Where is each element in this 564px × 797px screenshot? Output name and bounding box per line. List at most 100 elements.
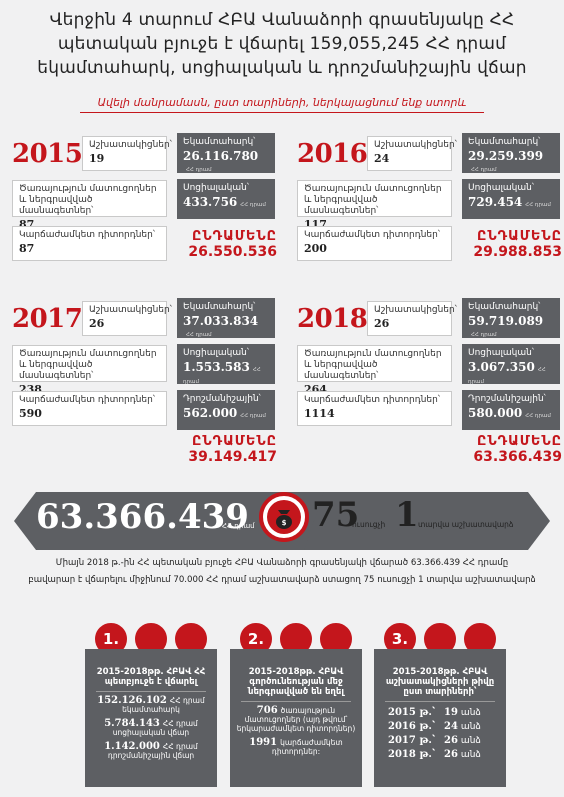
services-label: Ծառայություն մատուցողներ և ներգրավված մա… [304, 184, 442, 216]
employees-box: Աշխատակիցներ՝ 24 [367, 136, 457, 171]
card-row: 5.784.143 ՀՀ դրամ սոցիալական վճար [85, 719, 217, 738]
total-value: 29.988.853 [473, 244, 562, 260]
card-row-unit: անձ [460, 708, 481, 718]
banner-count-label: ուսուցչի [352, 520, 386, 529]
unit-label: ՀՀ դրամ [240, 413, 266, 419]
lawyers-label: Կարճաժամկետ դիտորդներ՝ [304, 230, 440, 240]
unit-label: ՀՀ դրամ [186, 167, 212, 173]
lawyers-box: Կարճաժամկետ դիտորդներ՝ 87 [12, 226, 167, 261]
employees-value: 26 [374, 317, 390, 330]
unit-label: ՀՀ դրամ [471, 167, 497, 173]
card-row-text: ՀՀ դրամ սոցիալական վճար [112, 719, 198, 737]
card-row-value: 19 [444, 707, 458, 718]
employees-label: Աշխատակիցներ՝ [374, 140, 457, 150]
card-row-value: 1.142.000 [104, 741, 160, 752]
stamp-value: 562.000 [183, 406, 238, 420]
total-value: 39.149.417 [188, 449, 277, 465]
subtitle-underline [80, 112, 484, 113]
social-label: Սոցիալական՝ [183, 348, 249, 358]
stamp-box: Դրոշմանիշային՝ 562.000 ՀՀ դրամ [177, 390, 275, 430]
social-label: Սոցիալական՝ [468, 348, 534, 358]
card-row-unit: անձ [460, 736, 481, 746]
card-row-value: 24 [444, 721, 458, 732]
services-label: Ծառայություն մատուցողներ և ներգրավված մա… [19, 349, 157, 381]
social-label: Սոցիալական՝ [468, 183, 534, 193]
card-row-year: 2018 թ.՝ [388, 749, 436, 760]
card-year-row: 2016 թ.՝ 24 անձ [374, 720, 506, 734]
svg-text:$: $ [282, 519, 287, 527]
social-box: Սոցիալական՝ 433.756 ՀՀ դրամ [177, 179, 275, 219]
lawyers-value: 1114 [304, 407, 335, 420]
card-row-unit: անձ [460, 722, 481, 732]
note-text: Միայն 2018 թ.-ին ՀՀ պետական բյուջե ՀԲԱ Վ… [20, 555, 544, 589]
card-row-text: կարճաժամկետ դիտորդներ: [271, 738, 343, 756]
unit-label: ՀՀ դրամ [471, 332, 497, 338]
services-value: 87 [19, 218, 35, 231]
income-tax-label: Եկամտահարկ՝ [468, 137, 541, 147]
employees-value: 19 [89, 152, 105, 165]
unit-label: ՀՀ դրամ [240, 202, 266, 208]
total-box: ԸՆԴԱՄԵՆԸ 39.149.417 [157, 434, 277, 465]
card-row-text: ծառայություն մատուցողներ (այդ թվում՝ երկ… [236, 706, 356, 733]
income-tax-box: Եկամտահարկ՝ 26.116.780 ՀՀ դրամ [177, 133, 275, 173]
title-line: պետական բյուջե է վճարել 159,055,245 ՀՀ դ… [57, 34, 507, 54]
summary-card: 2015-2018թթ. ՀԲԱՎ ՀՀ պետբյուջե է վճարել 1… [85, 649, 217, 787]
card-row: 706 ծառայություն մատուցողներ (այդ թվում՝ … [230, 705, 362, 734]
card-row: 1991 կարճաժամկետ դիտորդներ: [230, 737, 362, 757]
unit-label: ՀՀ դրամ [525, 202, 551, 208]
employees-box: Աշխատակիցներ՝ 19 [82, 136, 172, 171]
total-label: ԸՆԴԱՄԵՆԸ [476, 229, 562, 244]
lawyers-label: Կարճաժամկետ դիտորդներ՝ [19, 395, 155, 405]
social-label: Սոցիալական՝ [183, 183, 249, 193]
services-box: Ծառայություն մատուցողներ և ներգրավված մա… [12, 180, 167, 230]
employees-label: Աշխատակիցներ՝ [374, 305, 457, 315]
income-tax-value: 26.116.780 [183, 149, 259, 163]
banner-unit: ՀՀ դրամ [222, 522, 255, 530]
card-row: 152.126.102 ՀՀ դրամ եկամտահարկ [85, 696, 217, 715]
card-year-row: 2015 թ.՝ 19 անձ [374, 706, 506, 720]
lawyers-label: Կարճաժամկետ դիտորդներ՝ [304, 395, 440, 405]
card-heading: 2015-2018թթ. ՀԲԱՎ ՀՀ պետբյուջե է վճարել [96, 667, 206, 687]
employees-label: Աշխատակիցներ՝ [89, 305, 172, 315]
social-value: 1.553.583 [183, 360, 250, 374]
income-tax-box: Եկամտահարկ՝ 59.719.089 ՀՀ դրամ [462, 298, 560, 338]
income-tax-label: Եկամտահարկ՝ [183, 302, 256, 312]
social-box: Սոցիալական՝ 1.553.583 ՀՀ դրամ [177, 344, 275, 385]
summary-card: 2015-2018թթ. ՀԲԱՎ գործունեության մեջ ներ… [230, 649, 362, 787]
unit-label: ՀՀ դրամ [186, 332, 212, 338]
services-box: Ծառայություն մատուցողներ և ներգրավված մա… [297, 345, 452, 395]
banner-amount: 63.366.439 [36, 497, 249, 537]
lawyers-value: 200 [304, 242, 327, 255]
income-tax-label: Եկամտահարկ՝ [183, 137, 256, 147]
lawyers-box: Կարճաժամկետ դիտորդներ՝ 1114 [297, 391, 452, 426]
social-value: 3.067.350 [468, 360, 535, 374]
income-tax-label: Եկամտահարկ՝ [468, 302, 541, 312]
card-row-value: 706 [256, 705, 278, 716]
card-row: 1.142.000 ՀՀ դրամ դրոշմանիշային վճար [85, 741, 217, 761]
lawyers-label: Կարճաժամկետ դիտորդներ՝ [19, 230, 155, 240]
card-divider [96, 691, 206, 692]
total-label: ԸՆԴԱՄԵՆԸ [191, 229, 277, 244]
total-value: 63.366.439 [473, 449, 562, 465]
lawyers-box: Կարճաժամկետ դիտորդներ՝ 590 [12, 391, 167, 426]
card-row-value: 1991 [249, 737, 278, 748]
card-row-year: 2015 թ.՝ [388, 707, 436, 718]
title-line: Վերջին 4 տարում ՀԲԱ Վանաձորի գրասենյակը … [49, 10, 515, 30]
services-label: Ծառայություն մատուցողներ և ներգրավված մա… [19, 184, 157, 216]
card-row-year: 2017 թ.՝ [388, 735, 436, 746]
total-label: ԸՆԴԱՄԵՆԸ [191, 434, 277, 449]
card-heading: 2015-2018թթ. ՀԲԱՎ գործունեության մեջ ներ… [248, 667, 344, 697]
services-value: 238 [19, 383, 42, 396]
unit-label: ՀՀ դրամ [183, 367, 261, 385]
total-value: 26.550.536 [188, 244, 277, 260]
services-value: 117 [304, 218, 327, 231]
subtitle: Ավելի մանրամասն, ըստ տարիների, ներկայացն… [97, 96, 467, 109]
unit-label: ՀՀ դրամ [525, 413, 551, 419]
stamp-box: Դրոշմանիշային՝ 580.000 ՀՀ դրամ [462, 390, 560, 430]
card-row-text: ՀՀ դրամ եկամտահարկ [122, 696, 205, 714]
lawyers-value: 590 [19, 407, 42, 420]
card-row-value: 26 [444, 735, 458, 746]
summary-card: 2015-2018թթ. ՀԲԱՎ աշխատակիցների թիվը ըստ… [374, 649, 506, 787]
card-year-row: 2017 թ.՝ 26 անձ [374, 734, 506, 748]
social-value: 729.454 [468, 195, 523, 209]
